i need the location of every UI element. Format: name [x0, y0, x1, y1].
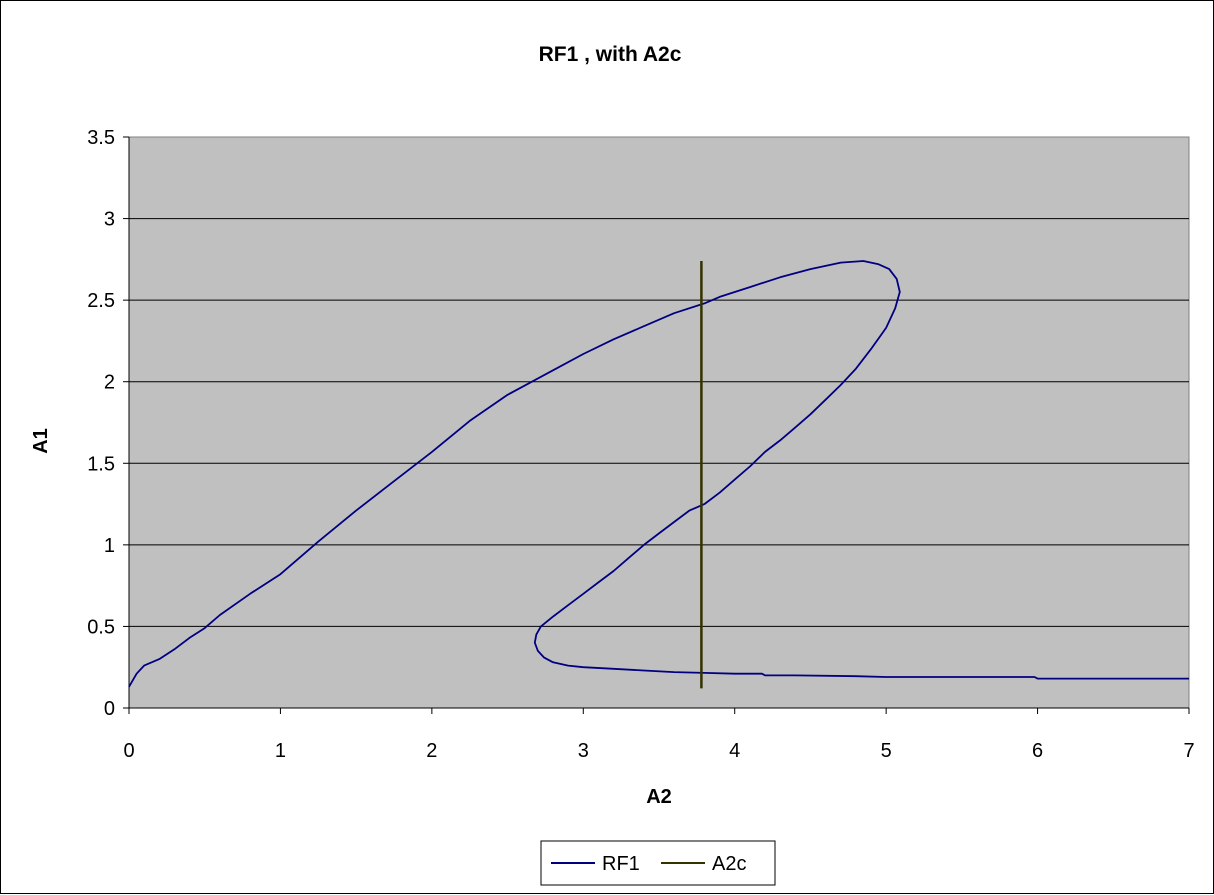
- x-tick-label: 4: [729, 740, 740, 762]
- axes: [123, 136, 1190, 714]
- y-tick-label: 3.5: [87, 127, 115, 149]
- y-tick-label: 0.5: [87, 616, 115, 638]
- chart-title: RF1 , with A2c: [539, 43, 682, 66]
- x-tick-label: 7: [1183, 740, 1194, 762]
- legend: RF1 A2c: [540, 840, 776, 886]
- y-tick-label: 3: [104, 209, 115, 231]
- legend-label-rf1: RF1: [602, 853, 640, 875]
- series-lines: [128, 260, 1189, 689]
- y-tick-label: 2.5: [87, 290, 115, 312]
- plot-area: [128, 136, 1190, 709]
- y-tick-labels: 0 0.5 1 1.5 2 2.5 3 3.5: [87, 127, 115, 720]
- y-tick-label: 2: [104, 372, 115, 394]
- x-tick-label: 5: [881, 740, 892, 762]
- x-tick-labels: 0 1 2 3 4 5 6 7: [123, 740, 1194, 762]
- gridlines: [129, 218, 1189, 627]
- x-tick-label: 1: [275, 740, 286, 762]
- x-tick-label: 6: [1032, 740, 1043, 762]
- series-line-rf1: [128, 260, 1189, 688]
- x-axis-title: A2: [646, 786, 672, 808]
- legend-label-a2c: A2c: [712, 853, 746, 875]
- y-axis-title: A1: [30, 428, 52, 454]
- y-tick-label: 0: [104, 698, 115, 720]
- y-tick-label: 1.5: [87, 453, 115, 475]
- x-tick-label: 2: [426, 740, 437, 762]
- x-tick-label: 3: [578, 740, 589, 762]
- y-tick-label: 1: [104, 535, 115, 557]
- x-tick-label: 0: [123, 740, 134, 762]
